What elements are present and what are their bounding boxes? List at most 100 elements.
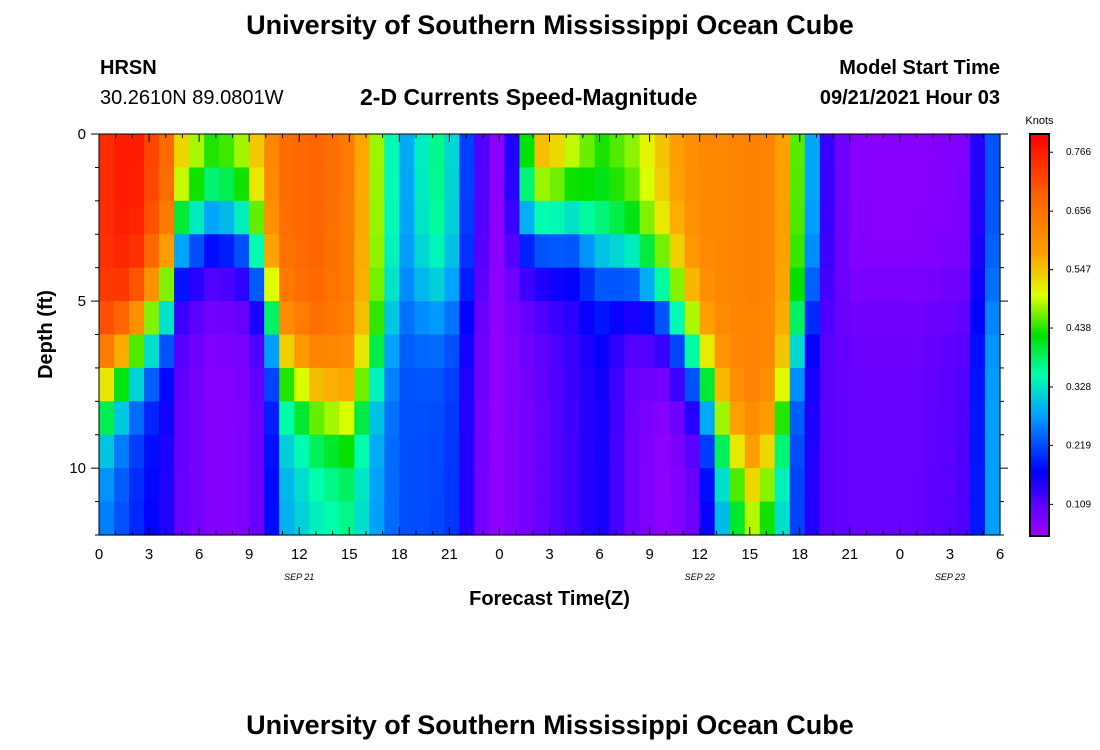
- heatmap-cell: [819, 501, 836, 536]
- heatmap-cell: [774, 501, 791, 536]
- heatmap-cell: [249, 401, 265, 436]
- heatmap-cell: [219, 468, 235, 503]
- heatmap-cell: [669, 401, 686, 436]
- heatmap-cell: [894, 234, 911, 269]
- heatmap-cell: [414, 267, 430, 302]
- heatmap-cell: [819, 167, 836, 202]
- heatmap-cell: [684, 234, 701, 269]
- heatmap-cell: [99, 468, 115, 503]
- heatmap-cell: [804, 401, 821, 436]
- heatmap-cell: [699, 200, 716, 235]
- heatmap-cell: [759, 434, 776, 469]
- heatmap-cell: [324, 468, 340, 503]
- station-coordinates: 30.2610N 89.0801W: [100, 87, 284, 109]
- heatmap-cell: [519, 468, 536, 503]
- heatmap-cell: [114, 334, 130, 369]
- model-start-time: 09/21/2021 Hour 03: [819, 87, 1000, 109]
- heatmap-cell: [984, 334, 1001, 369]
- heatmap-cell: [804, 200, 821, 235]
- date-label: SEP 23: [935, 572, 965, 582]
- heatmap-cell: [594, 301, 611, 336]
- heatmap-cell: [534, 367, 551, 402]
- heatmap-cell: [459, 301, 476, 336]
- heatmap-cell: [564, 167, 581, 202]
- heatmap-cell: [879, 468, 896, 503]
- heatmap-cell: [624, 234, 641, 269]
- heatmap-cell: [954, 501, 971, 536]
- heatmap-cell: [489, 200, 506, 235]
- heatmap-cell: [429, 134, 445, 169]
- heatmap-cell: [609, 200, 626, 235]
- heatmap-cell: [684, 367, 701, 402]
- heatmap-cell: [894, 401, 911, 436]
- heatmap-cell: [729, 301, 746, 336]
- heatmap-cell: [834, 267, 851, 302]
- heatmap-cell: [909, 234, 926, 269]
- heatmap-cell: [804, 468, 821, 503]
- heatmap-cell: [909, 134, 926, 169]
- heatmap-cell: [489, 267, 506, 302]
- heatmap-cell: [789, 167, 806, 202]
- heatmap-cell: [939, 434, 956, 469]
- heatmap-cell: [609, 134, 626, 169]
- heatmap-cell: [189, 200, 205, 235]
- x-tick-label: 0: [495, 546, 503, 563]
- heatmap-cell: [189, 134, 205, 169]
- heatmap-cell: [714, 134, 731, 169]
- heatmap-cell: [219, 401, 235, 436]
- heatmap-cell: [144, 434, 160, 469]
- heatmap-cell: [129, 167, 145, 202]
- heatmap-cell: [474, 367, 491, 402]
- heatmap-cell: [219, 301, 235, 336]
- heatmap-cell: [624, 468, 641, 503]
- heatmap-cell: [174, 501, 190, 536]
- heatmap-cell: [924, 134, 941, 169]
- heatmap-cell: [144, 334, 160, 369]
- heatmap-cell: [924, 501, 941, 536]
- heatmap-cell: [774, 267, 791, 302]
- x-tick-label: 15: [341, 546, 358, 563]
- heatmap-cell: [129, 234, 145, 269]
- heatmap-cell: [849, 234, 866, 269]
- heatmap-cell: [399, 401, 415, 436]
- heatmap-cell: [489, 301, 506, 336]
- heatmap-cell: [114, 200, 130, 235]
- heatmap-cell: [294, 301, 310, 336]
- x-tick-label: 12: [691, 546, 708, 563]
- heatmap-cell: [969, 434, 986, 469]
- heatmap-cell: [504, 301, 521, 336]
- heatmap-cell: [294, 134, 310, 169]
- heatmap-cell: [579, 401, 596, 436]
- heatmap-cell: [399, 267, 415, 302]
- x-tick-label: 0: [95, 546, 103, 563]
- heatmap-cell: [984, 200, 1001, 235]
- heatmap-cell: [249, 301, 265, 336]
- heatmap-cell: [489, 167, 506, 202]
- heatmap-cell: [339, 267, 355, 302]
- heatmap-cell: [369, 200, 385, 235]
- heatmap-cell: [504, 434, 521, 469]
- heatmap-cell: [729, 434, 746, 469]
- heatmap-cell: [219, 501, 235, 536]
- heatmap-cell: [729, 267, 746, 302]
- heatmap-cell: [924, 167, 941, 202]
- heatmap-cell: [639, 234, 656, 269]
- colorbar: Knots 0.109 0.219 0.328 0.438 0.547 0.656 0.766: [1025, 115, 1091, 537]
- heatmap-cell: [204, 200, 220, 235]
- heatmap-cell: [429, 200, 445, 235]
- heatmap-cell: [114, 134, 130, 169]
- heatmap-cell: [774, 167, 791, 202]
- heatmap-cell: [489, 468, 506, 503]
- heatmap-cell: [504, 234, 521, 269]
- x-tick-label: 6: [595, 546, 603, 563]
- heatmap-cell: [609, 334, 626, 369]
- heatmap-cell: [909, 401, 926, 436]
- y-tick-label: 10: [69, 460, 86, 477]
- heatmap-cell: [264, 334, 280, 369]
- heatmap-cell: [894, 167, 911, 202]
- heatmap-cell: [99, 501, 115, 536]
- heatmap-cell: [879, 200, 896, 235]
- heatmap-cell: [744, 301, 761, 336]
- heatmap-cell: [429, 434, 445, 469]
- heatmap-cell: [339, 200, 355, 235]
